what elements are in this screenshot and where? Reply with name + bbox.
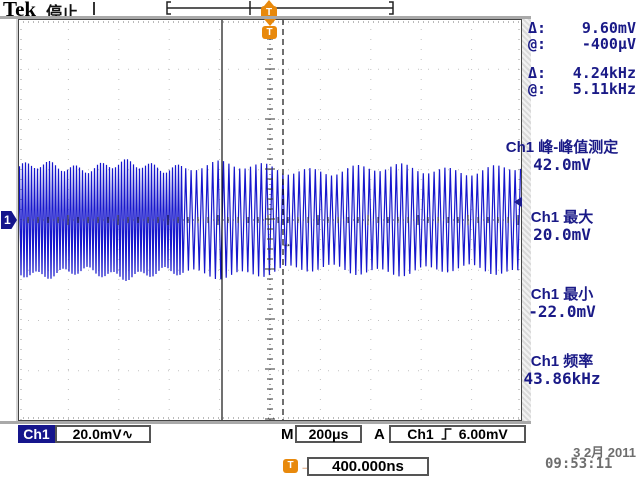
measurement-max: Ch1 最大 20.0mV [486, 209, 638, 243]
delta-label: Δ: [528, 19, 547, 37]
cursor-at-voltage: @: -400μV [528, 36, 636, 52]
bezel-right [522, 19, 531, 421]
trigger-t-icon: T [261, 6, 277, 19]
trigger-t-icon: T [262, 26, 277, 39]
waveform-display: T → [18, 19, 523, 421]
trigger-position-value: 400.000ns [332, 458, 404, 475]
caret-up-icon [264, 0, 274, 6]
trace-arrow-marker: → [280, 236, 292, 250]
bezel-top-divider [0, 16, 531, 19]
measurement-value: 20.0mV [533, 225, 591, 244]
trigger-level: 6.00mV [458, 426, 508, 442]
cursor-readouts: Δ: 9.60mV @: -400μV Δ: 4.24kHz @: 5.11kH… [528, 20, 636, 97]
cursor-at-frequency: @: 5.11kHz [528, 81, 636, 97]
tek-logo: Tek [3, 0, 37, 21]
measurement-title: Ch1 最大 [530, 209, 594, 226]
time-display: 09:53:11 [545, 456, 613, 472]
record-window-bar [166, 1, 394, 15]
graticule-and-trace [18, 19, 522, 421]
trigger-position-marker: T [262, 19, 277, 39]
bezel-bottom [0, 421, 531, 424]
measurement-value: 43.86kHz [523, 369, 601, 388]
measurement-title: Ch1 最小 [530, 286, 594, 303]
channel1-ground-marker: 1 [1, 211, 17, 229]
delta-label: Δ: [528, 64, 547, 82]
trigger-t-icon: T [283, 459, 298, 473]
measurement-pk2pk: Ch1 峰-峰值测定 42.0mV [486, 139, 638, 173]
timebase-value: 200μs [308, 426, 349, 442]
at-value: 5.11kHz [572, 80, 636, 98]
trigger-group-label: A [374, 426, 385, 443]
rising-edge-icon [441, 428, 452, 440]
at-label: @: [528, 80, 547, 98]
measurement-value: -22.0mV [528, 302, 596, 321]
measurement-title: Ch1 频率 [530, 353, 594, 370]
trigger-source: Ch1 [407, 426, 434, 442]
trigger-position-icon-topbar: T [261, 0, 277, 19]
date-display: 3 2月 2011 [573, 445, 636, 460]
measurement-frequency: Ch1 频率 43.86kHz [486, 353, 638, 387]
at-value: -400μV [581, 35, 636, 53]
timebase-box: 200μs [295, 425, 362, 443]
delta-value: 9.60mV [581, 19, 636, 37]
trigger-settings-box: Ch1 6.00mV [389, 425, 526, 443]
caret-down-icon [263, 19, 276, 26]
measurement-value: 42.0mV [533, 155, 591, 174]
cursor-delta-voltage: Δ: 9.60mV [528, 20, 636, 36]
bezel-left [16, 19, 18, 421]
cursor-delta-frequency: Δ: 4.24kHz [528, 65, 636, 81]
measurement-min: Ch1 最小 -22.0mV [486, 286, 638, 320]
trigger-position-box: 400.000ns [307, 457, 429, 476]
channel-scale: 20.0mV [72, 426, 122, 442]
coupling-icon: ∿ [121, 425, 134, 442]
channel1-scale-box: 20.0mV ∿ [55, 425, 151, 443]
at-label: @: [528, 35, 547, 53]
record-bar-tick [93, 2, 95, 15]
timebase-label: M [281, 426, 294, 443]
delta-value: 4.24kHz [572, 64, 636, 82]
measurement-title: Ch1 峰-峰值测定 [505, 139, 619, 156]
channel1-badge: Ch1 [18, 425, 55, 443]
trigger-level-arrow-icon [514, 196, 523, 208]
